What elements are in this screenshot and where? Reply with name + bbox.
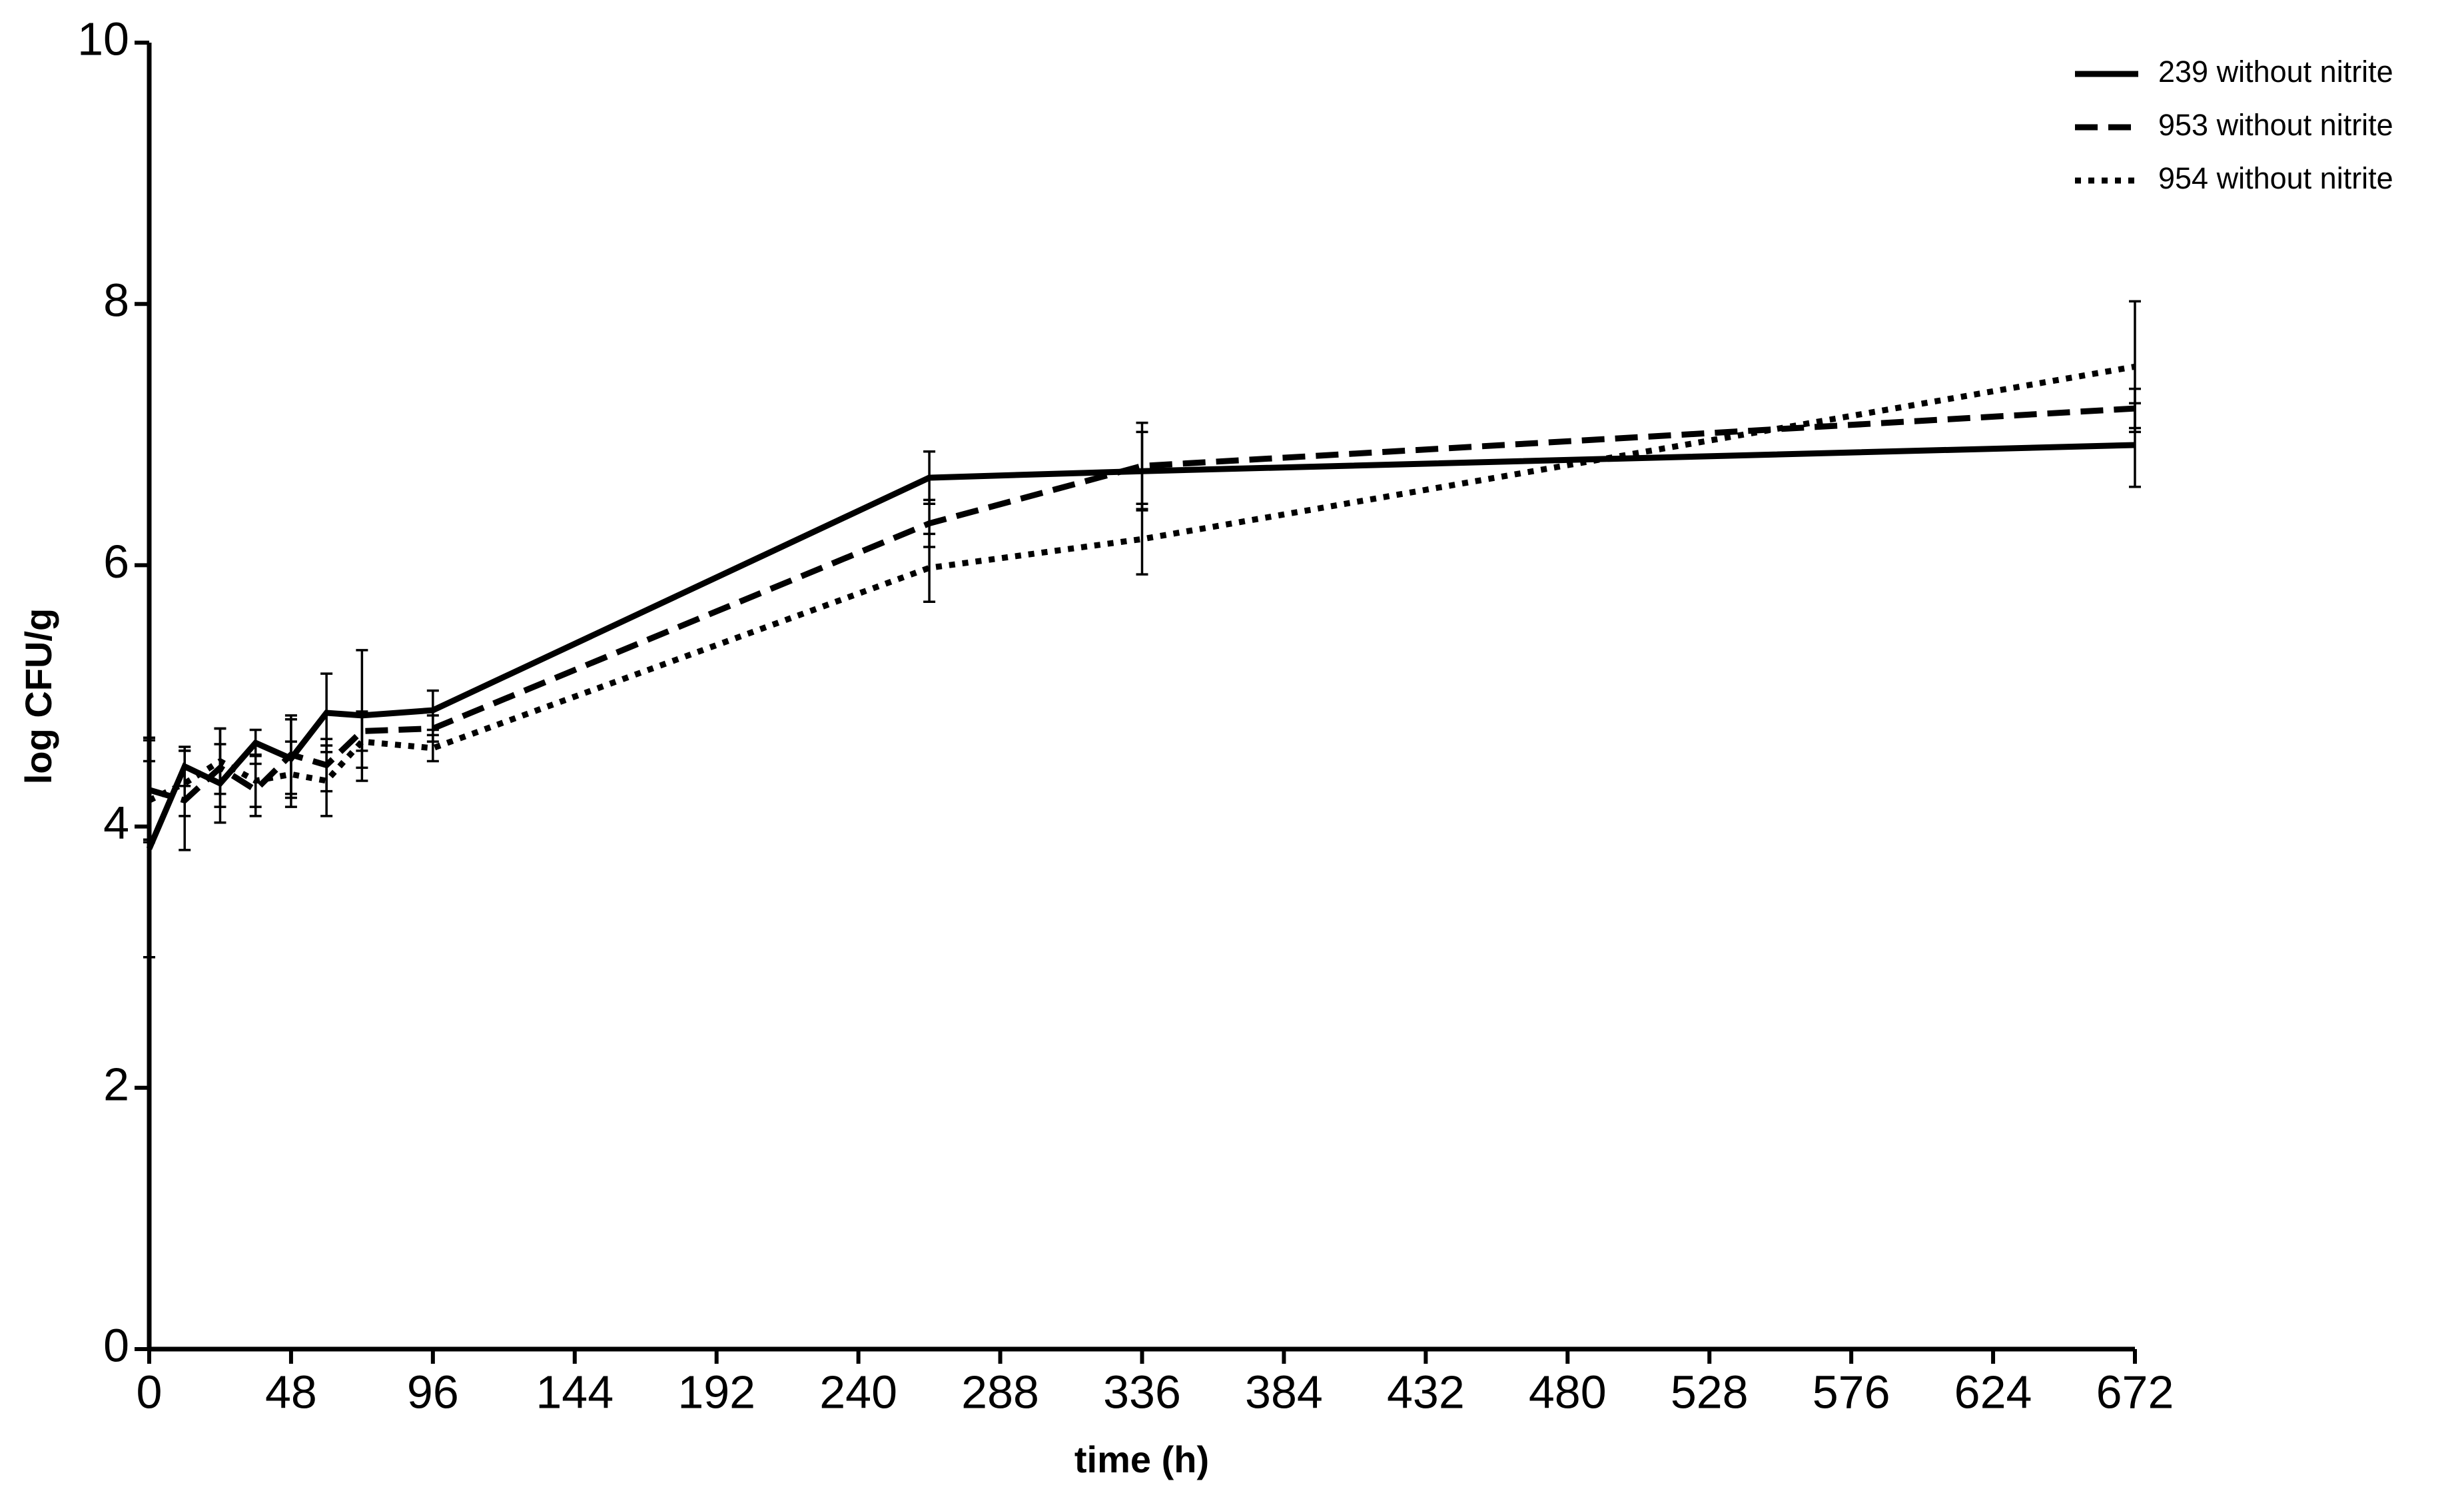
error-bar xyxy=(214,727,226,795)
x-tick-label: 144 xyxy=(536,1366,614,1418)
error-bar xyxy=(1136,502,1148,576)
x-tick-label: 624 xyxy=(1954,1366,2032,1418)
y-axis-title: log CFU/g xyxy=(17,608,59,784)
x-tick-label: 240 xyxy=(819,1366,897,1418)
error-bar xyxy=(249,753,262,808)
error-bar xyxy=(356,714,368,769)
x-tick-label: 384 xyxy=(1245,1366,1323,1418)
x-tick-label: 96 xyxy=(407,1366,459,1418)
y-tick-label: 8 xyxy=(103,274,129,326)
legend-label: 239 without nitrite xyxy=(2158,55,2393,89)
x-tick-label: 192 xyxy=(677,1366,755,1418)
x-axis-title: time (h) xyxy=(1074,1438,1209,1480)
legend-label: 953 without nitrite xyxy=(2158,108,2393,142)
y-tick-label: 6 xyxy=(103,536,129,588)
x-tick-label: 48 xyxy=(265,1366,317,1418)
error-bar xyxy=(923,532,936,604)
y-tick-label: 0 xyxy=(103,1319,129,1371)
x-tick-label: 336 xyxy=(1103,1366,1181,1418)
x-tick-label: 0 xyxy=(137,1366,163,1418)
x-tick-label: 672 xyxy=(2096,1366,2174,1418)
x-tick-label: 432 xyxy=(1387,1366,1465,1418)
error-bar xyxy=(143,759,155,841)
y-tick-label: 2 xyxy=(103,1058,129,1110)
x-tick-label: 528 xyxy=(1671,1366,1749,1418)
error-bar xyxy=(284,740,297,808)
x-tick-label: 288 xyxy=(961,1366,1039,1418)
x-tick-label: 480 xyxy=(1529,1366,1607,1418)
error-bar xyxy=(179,750,191,817)
error-bar xyxy=(426,734,439,763)
x-tick-label: 576 xyxy=(1813,1366,1890,1418)
series-line xyxy=(148,363,2136,803)
error-bar xyxy=(320,744,333,817)
y-tick-label: 4 xyxy=(103,797,129,849)
legend-label: 954 without nitrite xyxy=(2158,161,2393,195)
y-tick-label: 10 xyxy=(77,13,129,65)
error-bar xyxy=(2129,300,2141,434)
